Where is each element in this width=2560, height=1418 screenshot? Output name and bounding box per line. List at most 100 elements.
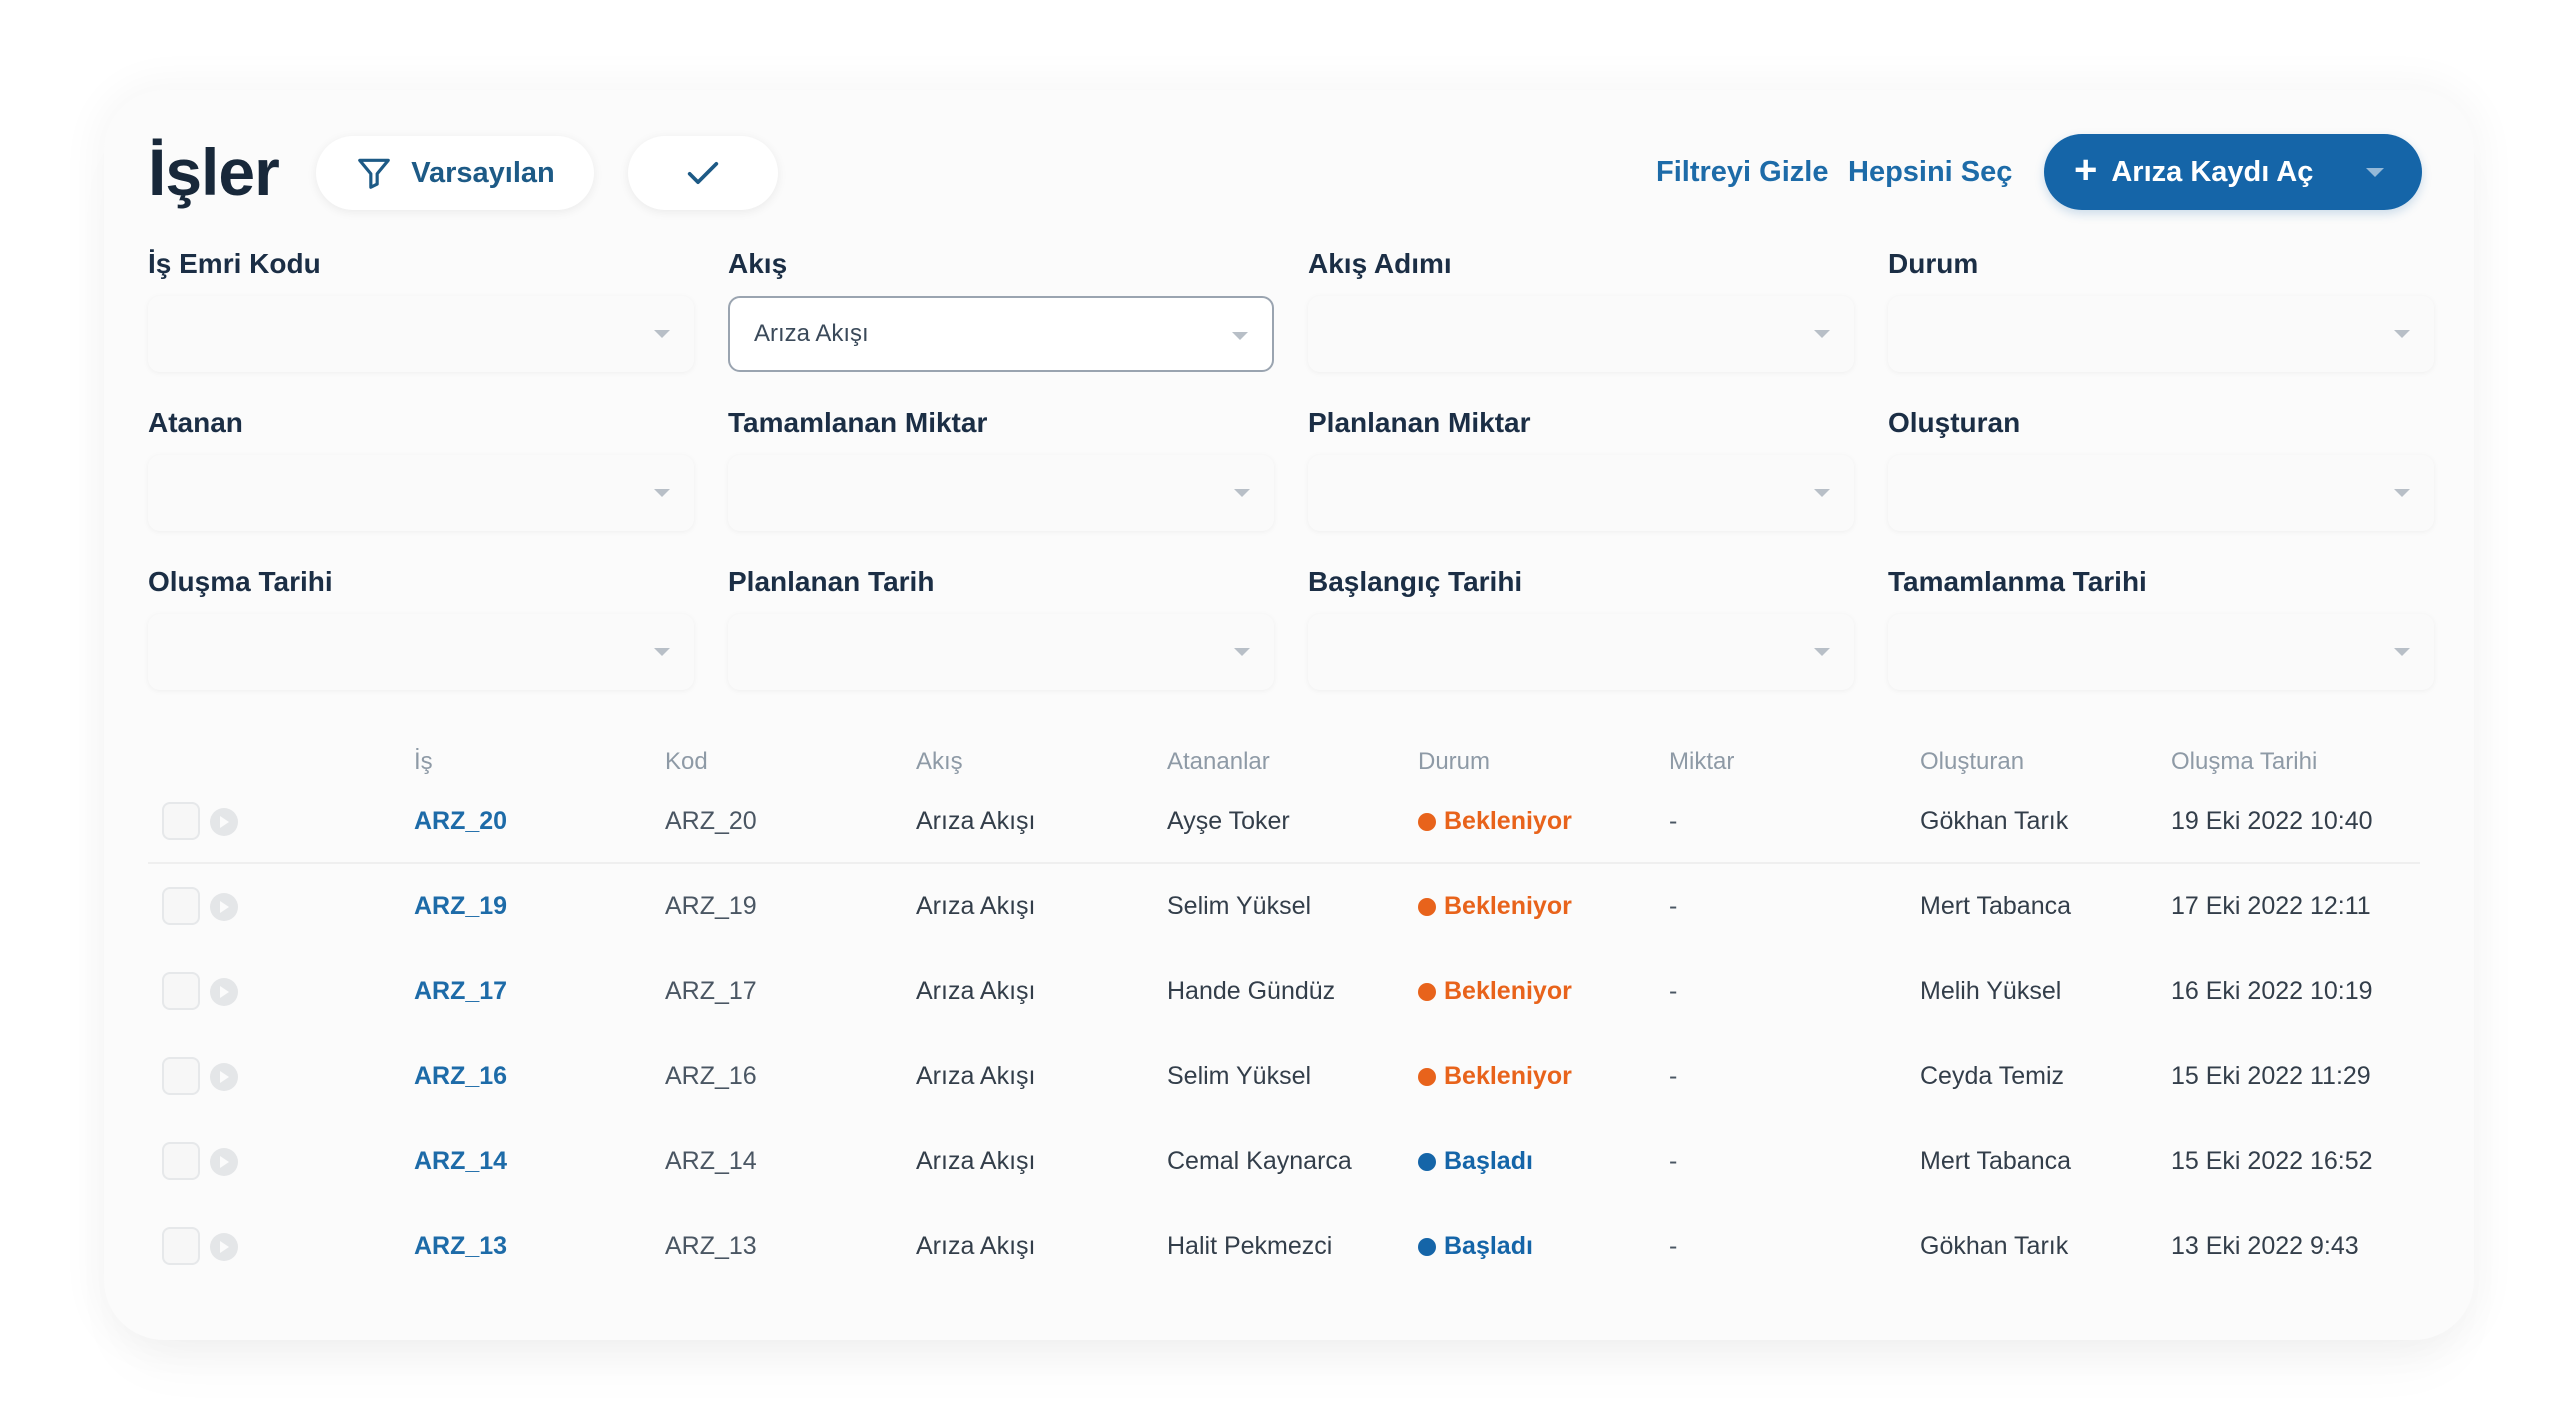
filter-label-flow: Akış (728, 248, 788, 279)
play-icon[interactable] (210, 893, 238, 921)
row-checkbox[interactable] (162, 802, 200, 840)
flow-cell: Arıza Akışı (916, 1147, 1036, 1175)
select-all-link[interactable]: Hepsini Seç (1848, 156, 2013, 188)
filter-label-start-date: Başlangıç Tarihi (1308, 566, 1523, 597)
filter-work-order-code[interactable] (148, 296, 694, 372)
filter-assignee[interactable] (148, 455, 694, 531)
filter-start-date[interactable] (1308, 614, 1854, 690)
status-badge: Bekleniyor (1418, 948, 1572, 1034)
filter-planned-date[interactable] (728, 614, 1274, 690)
table-row[interactable]: ARZ_20 ARZ_20 Arıza Akışı Ayşe Toker - Gökhan… (148, 778, 2420, 864)
status-label: Bekleniyor (1444, 892, 1572, 920)
creator-cell: Melih Yüksel (1920, 977, 2062, 1005)
status-badge: Başladı (1418, 1118, 1533, 1204)
chevron-down-icon (2394, 489, 2410, 497)
chevron-down-icon (654, 330, 670, 338)
table-row[interactable]: ARZ_16 ARZ_16 Arıza Akışı Selim Yüksel - Ceyd… (148, 1033, 2420, 1119)
status-label: Bekleniyor (1444, 1062, 1572, 1090)
row-checkbox[interactable] (162, 1227, 200, 1265)
created-date-cell: 19 Eki 2022 10:40 (2171, 807, 2373, 835)
status-dot-icon (1418, 898, 1436, 916)
play-icon[interactable] (210, 808, 238, 836)
page-header: İşler Varsayılan Filtreyi Gizle Hepsini … (148, 132, 2422, 212)
hide-filter-link[interactable]: Filtreyi Gizle (1656, 156, 1829, 188)
filter-label-assignee: Atanan (148, 407, 243, 438)
filter-created-date[interactable] (148, 614, 694, 690)
code-cell: ARZ_13 (665, 1232, 757, 1260)
job-link[interactable]: ARZ_19 (414, 892, 508, 920)
assignee-cell: Cemal Kaynarca (1167, 1147, 1352, 1175)
created-date-cell: 16 Eki 2022 10:19 (2171, 977, 2373, 1005)
assignee-cell: Selim Yüksel (1167, 1062, 1312, 1090)
filter-label-creator: Oluşturan (1888, 407, 2021, 438)
row-checkbox[interactable] (162, 972, 200, 1010)
chevron-down-icon (2394, 330, 2410, 338)
open-fault-record-button[interactable]: + Arıza Kaydı Aç (2044, 134, 2422, 210)
status-badge: Bekleniyor (1418, 863, 1572, 949)
flow-cell: Arıza Akışı (916, 977, 1036, 1005)
filter-flow-step[interactable] (1308, 296, 1854, 372)
quantity-cell: - (1669, 1062, 1678, 1090)
play-icon[interactable] (210, 1233, 238, 1261)
status-dot-icon (1418, 1068, 1436, 1086)
filter-creator[interactable] (1888, 455, 2434, 531)
job-link[interactable]: ARZ_14 (414, 1147, 508, 1175)
job-link[interactable]: ARZ_16 (414, 1062, 508, 1090)
filter-label-planned-qty: Planlanan Miktar (1308, 407, 1531, 438)
job-link[interactable]: ARZ_17 (414, 977, 508, 1005)
filter-preset-label: Varsayılan (411, 156, 555, 189)
filter-preset-button[interactable]: Varsayılan (316, 136, 594, 210)
table-row[interactable]: ARZ_17 ARZ_17 Arıza Akışı Hande Gündüz - Meli… (148, 948, 2420, 1034)
status-badge: Bekleniyor (1418, 778, 1572, 864)
apply-filter-button[interactable] (628, 136, 778, 210)
code-cell: ARZ_17 (665, 977, 757, 1005)
created-date-cell: 15 Eki 2022 16:52 (2171, 1147, 2373, 1175)
chevron-down-icon[interactable] (2366, 168, 2384, 177)
column-header-quantity[interactable]: Miktar (1669, 748, 1735, 775)
quantity-cell: - (1669, 1232, 1678, 1260)
filter-completed-qty[interactable] (728, 455, 1274, 531)
job-link[interactable]: ARZ_13 (414, 1232, 508, 1260)
status-dot-icon (1418, 813, 1436, 831)
table-row[interactable]: ARZ_14 ARZ_14 Arıza Akışı Cemal Kaynarca - Me… (148, 1118, 2420, 1204)
chevron-down-icon (1814, 489, 1830, 497)
row-checkbox[interactable] (162, 887, 200, 925)
table-row[interactable]: ARZ_13 ARZ_13 Arıza Akışı Halit Pekmezci - Gö… (148, 1203, 2420, 1289)
filter-label-created-date: Oluşma Tarihi (148, 566, 333, 597)
filter-status[interactable] (1888, 296, 2434, 372)
play-icon[interactable] (210, 978, 238, 1006)
filter-flow[interactable]: Arıza Akışı (728, 296, 1274, 372)
status-badge: Bekleniyor (1418, 1033, 1572, 1119)
quantity-cell: - (1669, 1147, 1678, 1175)
filter-label-work-order-code: İş Emri Kodu (148, 248, 321, 279)
assignee-cell: Selim Yüksel (1167, 892, 1312, 920)
funnel-icon (358, 158, 391, 189)
created-date-cell: 15 Eki 2022 11:29 (2171, 1062, 2371, 1090)
status-label: Bekleniyor (1444, 807, 1572, 835)
creator-cell: Gökhan Tarık (1920, 807, 2069, 835)
column-header-creator[interactable]: Oluşturan (1920, 748, 2025, 775)
column-header-assignees[interactable]: Atananlar (1167, 748, 1270, 775)
column-header-created-date[interactable]: Oluşma Tarihi (2171, 748, 2318, 775)
status-dot-icon (1418, 983, 1436, 1001)
assignee-cell: Hande Gündüz (1167, 977, 1336, 1005)
column-header-code[interactable]: Kod (665, 748, 708, 775)
play-icon[interactable] (210, 1063, 238, 1091)
column-header-status[interactable]: Durum (1418, 748, 1491, 775)
filter-flow-value: Arıza Akışı (754, 320, 869, 347)
filter-planned-qty[interactable] (1308, 455, 1854, 531)
status-label: Başladı (1444, 1232, 1533, 1260)
row-checkbox[interactable] (162, 1057, 200, 1095)
job-link[interactable]: ARZ_20 (414, 807, 508, 835)
creator-cell: Ceyda Temiz (1920, 1062, 2065, 1090)
table-row[interactable]: ARZ_19 ARZ_19 Arıza Akışı Selim Yüksel - Mert… (148, 863, 2420, 949)
open-fault-record-label: Arıza Kaydı Aç (2111, 155, 2314, 188)
row-checkbox[interactable] (162, 1142, 200, 1180)
filter-completion-date[interactable] (1888, 614, 2434, 690)
play-icon[interactable] (210, 1148, 238, 1176)
column-header-job[interactable]: İş (414, 748, 433, 775)
assignee-cell: Ayşe Toker (1167, 807, 1290, 835)
status-label: Başladı (1444, 1147, 1533, 1175)
chevron-down-icon (1232, 332, 1248, 340)
column-header-flow[interactable]: Akış (916, 748, 963, 775)
